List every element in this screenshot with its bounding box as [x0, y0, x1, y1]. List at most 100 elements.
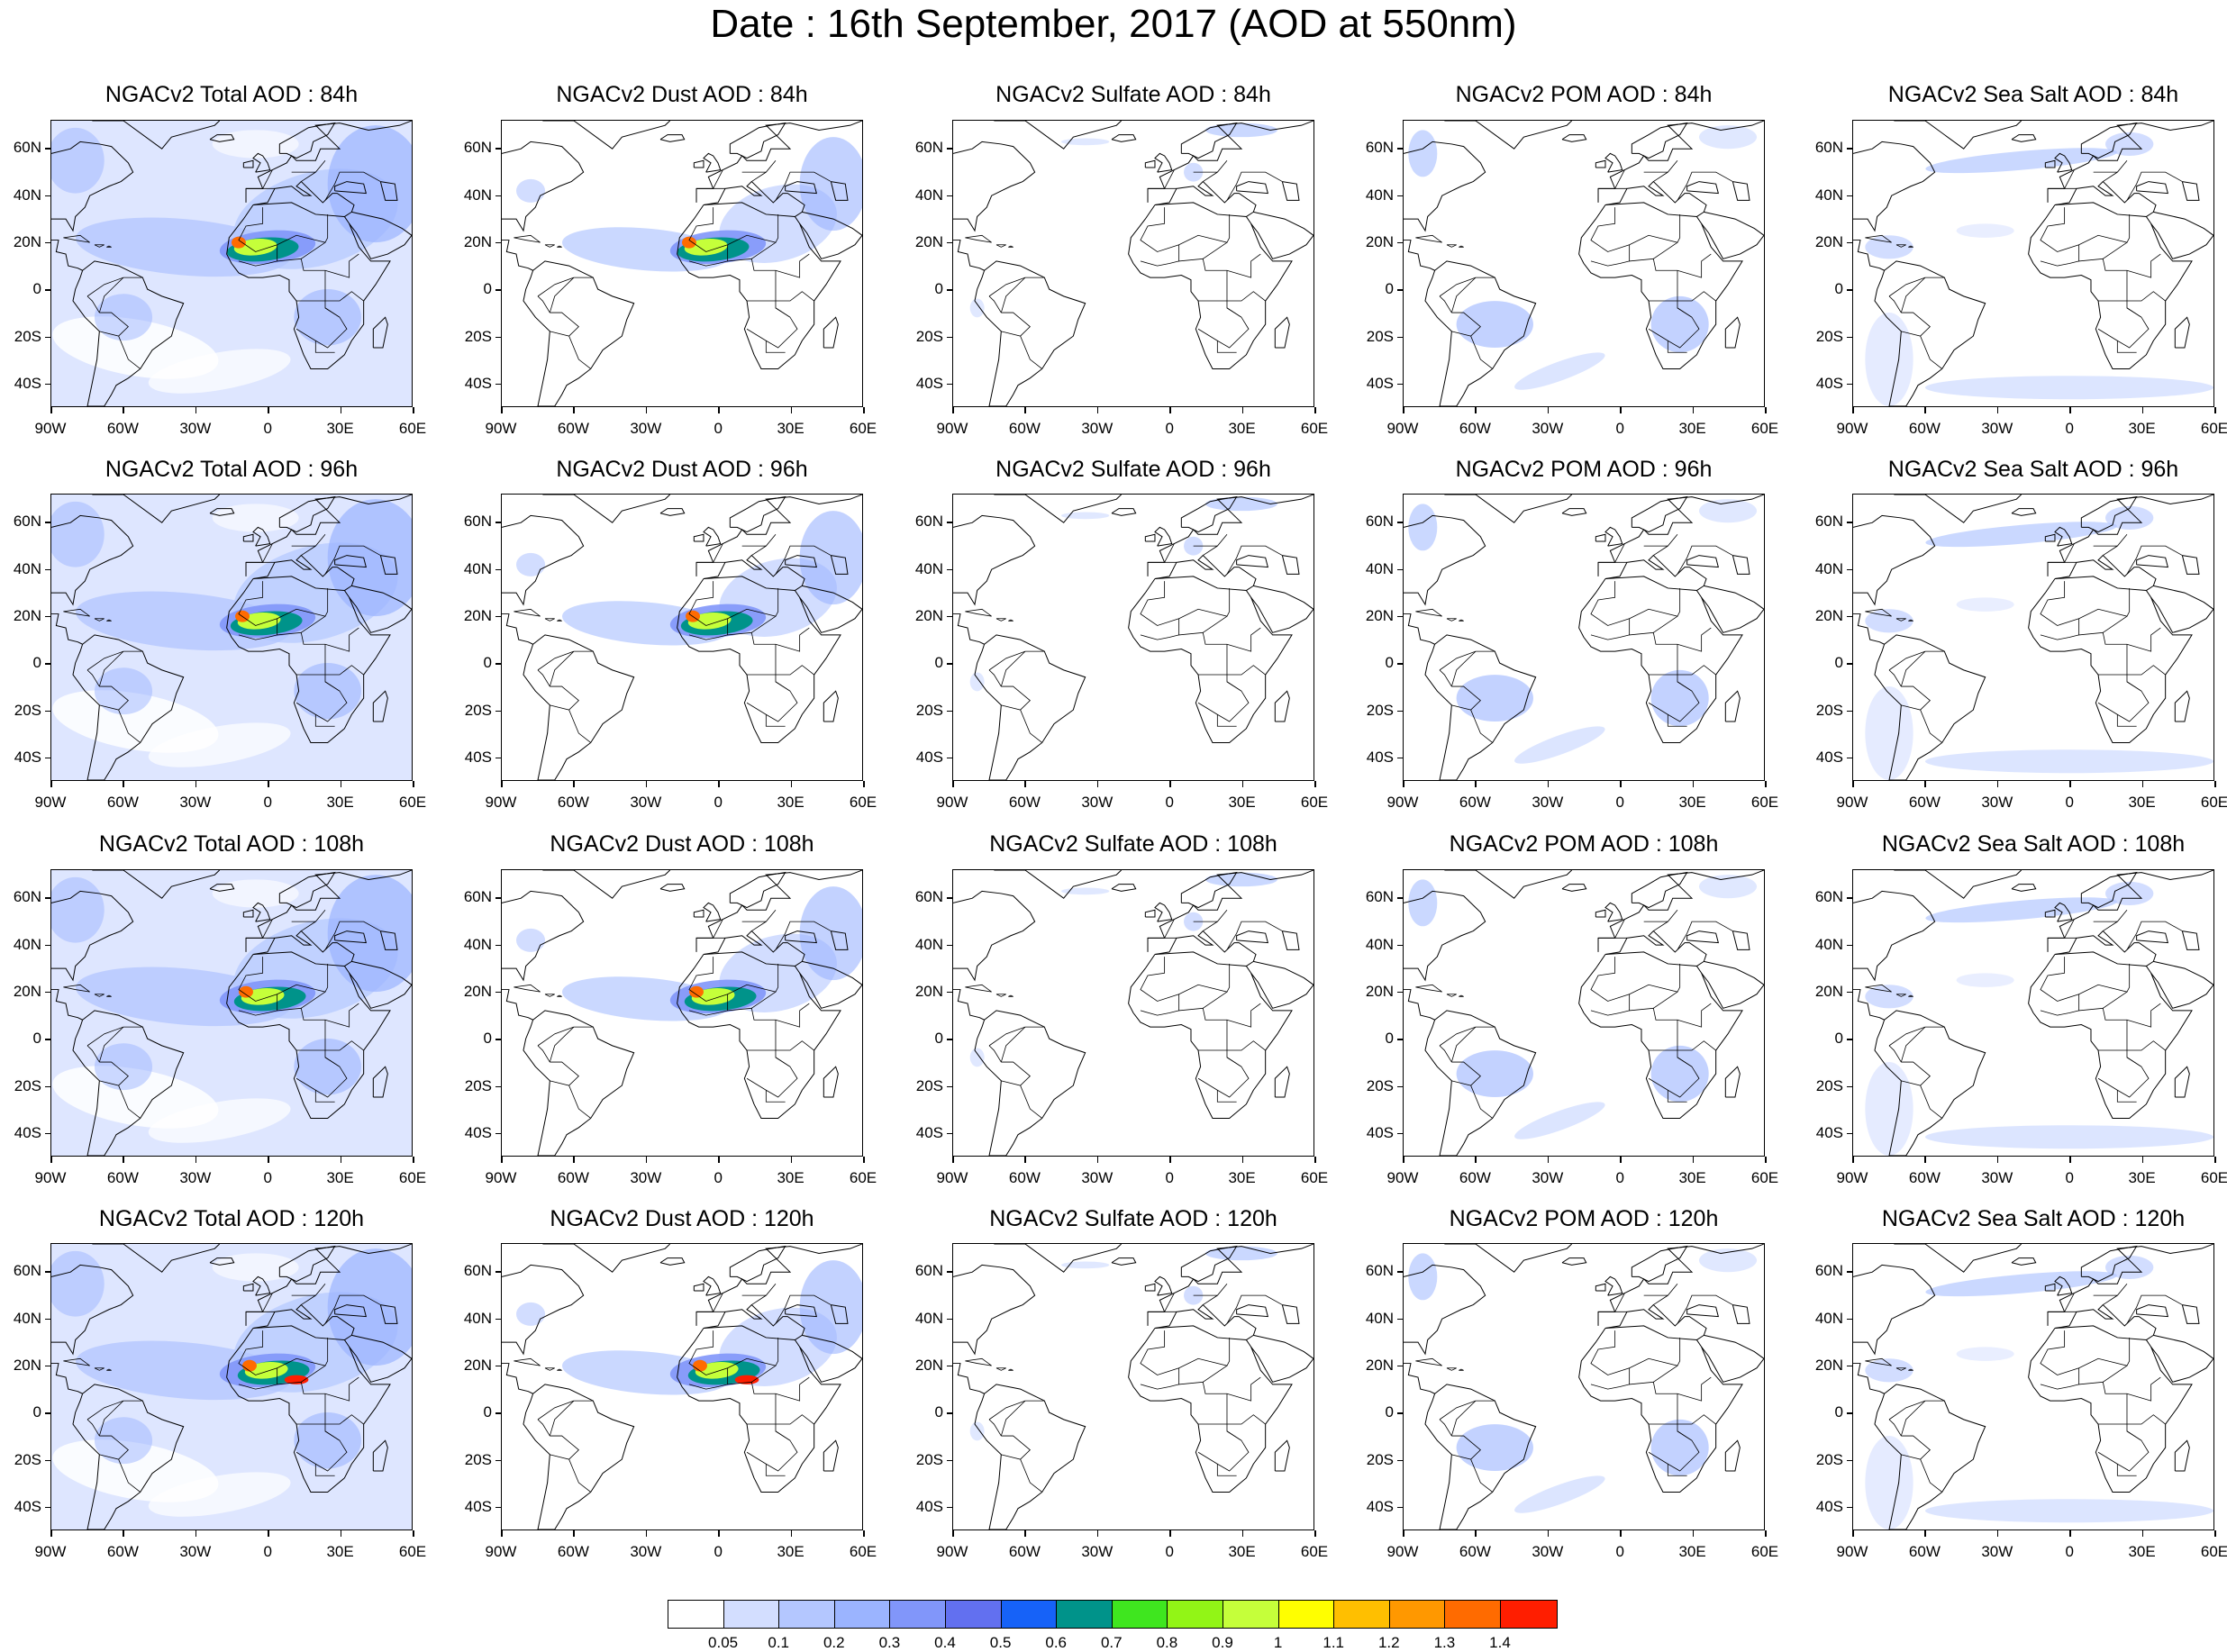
country-border	[324, 1430, 341, 1441]
island	[544, 618, 555, 622]
island	[1415, 984, 1442, 993]
lat-tick	[1397, 1271, 1403, 1273]
country-border	[1653, 241, 1678, 259]
map-svg	[502, 870, 862, 1156]
country-border	[2040, 1010, 2079, 1016]
lat-tick-label: 60N	[914, 1262, 943, 1280]
lat-tick-label: 60N	[463, 513, 492, 531]
island	[965, 608, 992, 617]
island	[94, 1367, 105, 1371]
coastline	[2174, 316, 2190, 349]
lon-tick-label: 30E	[777, 1169, 804, 1186]
lat-tick-label: 40S	[915, 748, 943, 766]
coastline	[1894, 1244, 2022, 1273]
lon-tick	[1996, 1157, 1999, 1163]
coastline	[252, 152, 271, 173]
coastline	[252, 902, 271, 922]
aod-field	[148, 349, 291, 394]
map-panel-sulfate-120h	[952, 1243, 1314, 1530]
country-border	[1614, 169, 1625, 189]
lat-tick-label: 20N	[13, 982, 41, 1000]
lon-tick	[2069, 407, 2071, 413]
country-border	[324, 1057, 341, 1067]
country-border	[688, 207, 779, 252]
lon-tick-label: 0	[2065, 420, 2074, 437]
lon-tick-label: 90W	[1836, 1543, 1868, 1560]
coastline	[1604, 152, 1623, 173]
lon-tick-label: 30W	[179, 1543, 212, 1560]
lon-tick-label: 60W	[1008, 1169, 1041, 1186]
coastline	[1595, 159, 1606, 168]
lat-tick-label: 20S	[464, 1450, 492, 1468]
coastline	[2054, 1275, 2073, 1296]
country-border	[1226, 681, 1242, 692]
coastline	[1894, 121, 2022, 150]
coastline	[1274, 1066, 1290, 1098]
coastline	[1236, 1304, 1269, 1318]
lat-tick	[947, 1085, 952, 1088]
lat-tick-label: 20S	[14, 1450, 41, 1468]
coastline	[2174, 690, 2190, 722]
island	[514, 1357, 541, 1366]
lat-tick-label: 0	[934, 654, 943, 672]
lon-tick-label: 60W	[1908, 1543, 1941, 1560]
lon-tick-label: 30E	[1678, 794, 1706, 811]
aod-field	[1650, 1419, 1709, 1476]
lon-tick	[2214, 407, 2216, 413]
lat-tick-label: 20S	[915, 327, 943, 345]
island	[1415, 1357, 1442, 1366]
lat-tick-label: 20N	[1814, 606, 1843, 624]
coastline	[1154, 152, 1173, 173]
country-border	[238, 1330, 329, 1375]
aod-field	[1650, 295, 1709, 353]
lat-tick-label: 0	[1834, 1403, 1843, 1421]
lat-tick-label: 20S	[464, 1076, 492, 1094]
country-border	[1203, 1365, 1228, 1383]
lat-tick	[1847, 1365, 1852, 1367]
lat-tick-label: 40N	[463, 1309, 492, 1327]
panel-title: NGACv2 Dust AOD : 84h	[556, 82, 808, 107]
coastline	[1404, 613, 1435, 645]
lon-tick	[1169, 1157, 1171, 1163]
colorbar-label: 1.3	[1433, 1634, 1456, 1651]
map-panel-dust-120h	[501, 1243, 863, 1530]
aod-field	[51, 876, 105, 943]
lon-tick	[1924, 781, 1926, 787]
aod-field	[1865, 985, 1913, 1009]
coastline	[693, 159, 704, 168]
coastline	[1853, 1264, 1936, 1356]
lon-tick	[952, 407, 954, 413]
lon-tick	[340, 1157, 342, 1163]
lon-tick-label: 30W	[179, 1169, 212, 1186]
lon-tick-label: 90W	[1386, 1169, 1419, 1186]
country-border	[775, 307, 791, 318]
country-border	[2040, 957, 2131, 1002]
lat-tick-label: 40S	[464, 1497, 492, 1515]
lon-tick	[195, 1157, 197, 1163]
coastline	[1444, 1244, 1573, 1273]
country-border	[1439, 277, 1495, 297]
coastline	[994, 1244, 1123, 1273]
aod-field	[969, 1048, 985, 1067]
lat-tick-label: 40N	[1814, 559, 1843, 577]
country-border	[537, 295, 550, 313]
colorbar-cell	[890, 1601, 946, 1628]
island	[106, 619, 112, 622]
map-panel-seasalt-108h	[1852, 869, 2214, 1157]
coastline	[1154, 180, 1257, 217]
coastline	[2054, 526, 2073, 547]
map-svg	[51, 1244, 412, 1529]
country-border	[688, 260, 728, 267]
lat-tick	[1847, 241, 1852, 244]
lon-tick	[1852, 781, 1854, 787]
island	[63, 1357, 90, 1366]
lat-tick-label: 0	[934, 1030, 943, 1048]
lon-tick-label: 60E	[1750, 794, 1779, 811]
map-svg	[1853, 870, 2213, 1156]
lon-tick	[1620, 781, 1622, 787]
country-border	[1226, 171, 1283, 201]
island	[995, 244, 1006, 248]
lat-tick-label: 0	[32, 1403, 41, 1421]
coastline	[785, 1304, 818, 1318]
lat-tick	[495, 383, 501, 386]
